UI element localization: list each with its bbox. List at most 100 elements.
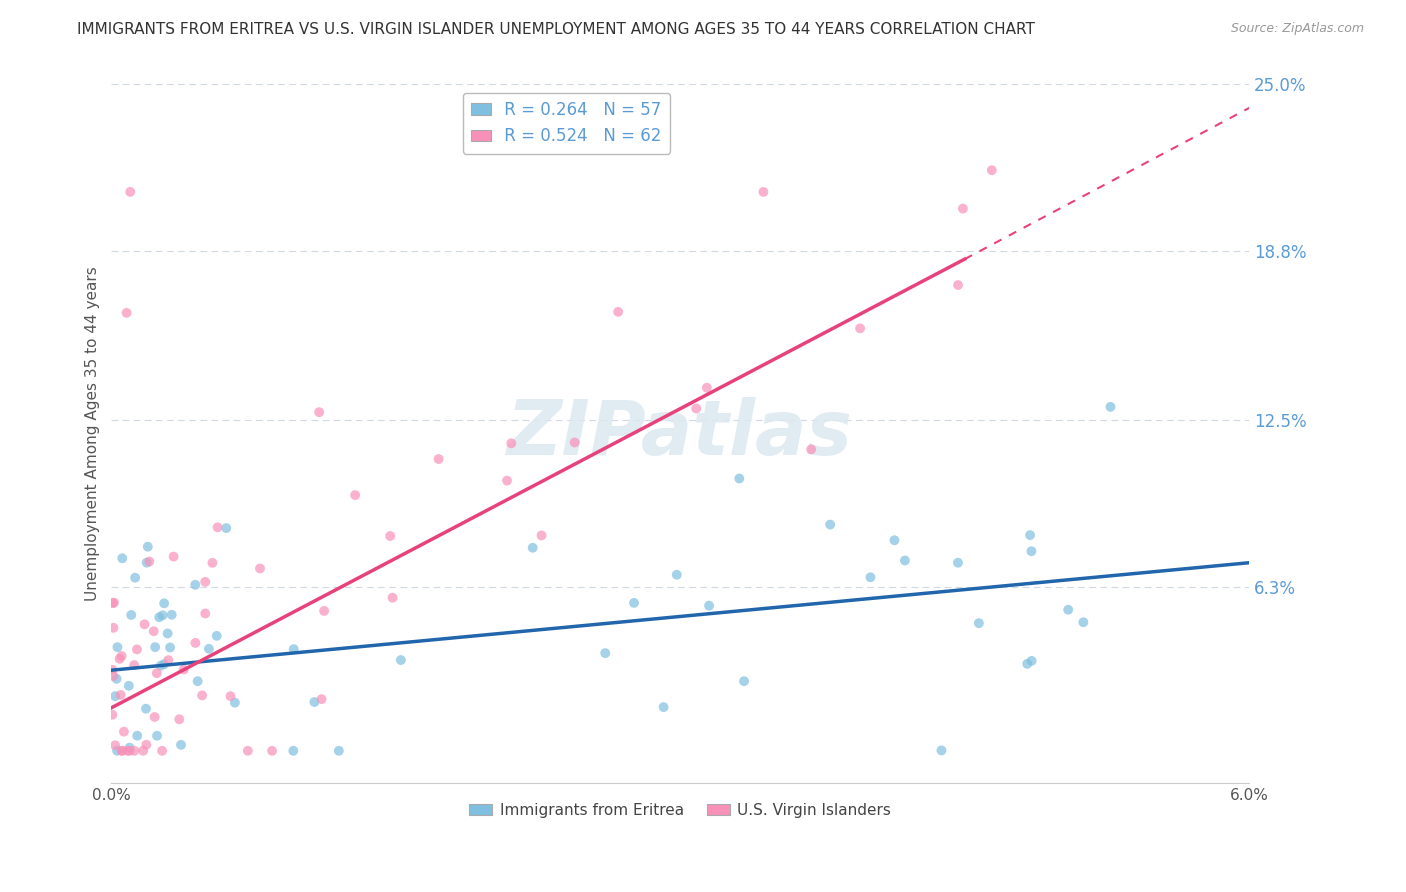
- Point: [148, 610, 170, 624]
- Point: [101, 707, 124, 722]
- Point: [103, 596, 125, 610]
- Point: [1021, 654, 1043, 668]
- Point: [952, 202, 974, 216]
- Point: [894, 553, 917, 567]
- Point: [110, 688, 132, 702]
- Point: [127, 729, 149, 743]
- Point: [104, 739, 127, 753]
- Point: [236, 744, 259, 758]
- Text: ZIPatlas: ZIPatlas: [508, 397, 853, 471]
- Point: [101, 663, 124, 677]
- Point: [115, 306, 138, 320]
- Legend: Immigrants from Eritrea, U.S. Virgin Islanders: Immigrants from Eritrea, U.S. Virgin Isl…: [463, 797, 897, 824]
- Point: [946, 556, 969, 570]
- Point: [733, 674, 755, 689]
- Point: [138, 555, 160, 569]
- Point: [697, 599, 720, 613]
- Point: [112, 724, 135, 739]
- Point: [135, 738, 157, 752]
- Point: [931, 743, 953, 757]
- Point: [150, 744, 173, 758]
- Point: [156, 626, 179, 640]
- Point: [157, 653, 180, 667]
- Point: [194, 574, 217, 589]
- Point: [1021, 544, 1043, 558]
- Point: [818, 517, 841, 532]
- Point: [530, 528, 553, 542]
- Point: [752, 185, 775, 199]
- Point: [205, 629, 228, 643]
- Point: [652, 700, 675, 714]
- Point: [194, 607, 217, 621]
- Point: [173, 663, 195, 677]
- Point: [153, 657, 176, 672]
- Point: [120, 185, 142, 199]
- Point: [135, 702, 157, 716]
- Point: [184, 578, 207, 592]
- Point: [665, 567, 688, 582]
- Point: [153, 596, 176, 610]
- Point: [142, 624, 165, 639]
- Point: [381, 591, 404, 605]
- Point: [685, 401, 707, 416]
- Point: [152, 608, 174, 623]
- Point: [198, 641, 221, 656]
- Point: [101, 596, 124, 610]
- Point: [143, 640, 166, 654]
- Point: [522, 541, 544, 555]
- Point: [262, 744, 284, 758]
- Point: [115, 744, 138, 758]
- Point: [593, 646, 616, 660]
- Point: [132, 744, 155, 758]
- Point: [883, 533, 905, 548]
- Point: [111, 744, 134, 758]
- Point: [980, 163, 1002, 178]
- Point: [162, 549, 184, 564]
- Point: [496, 474, 519, 488]
- Point: [215, 521, 238, 535]
- Point: [187, 674, 209, 689]
- Point: [170, 738, 193, 752]
- Point: [564, 435, 586, 450]
- Point: [124, 571, 146, 585]
- Point: [118, 740, 141, 755]
- Point: [314, 604, 336, 618]
- Point: [219, 689, 242, 703]
- Point: [105, 744, 128, 758]
- Point: [308, 405, 330, 419]
- Point: [124, 744, 146, 758]
- Point: [1073, 615, 1095, 630]
- Point: [143, 710, 166, 724]
- Text: Source: ZipAtlas.com: Source: ZipAtlas.com: [1230, 22, 1364, 36]
- Point: [224, 696, 246, 710]
- Point: [1099, 400, 1122, 414]
- Point: [134, 617, 156, 632]
- Point: [859, 570, 882, 584]
- Point: [800, 442, 823, 457]
- Point: [849, 321, 872, 335]
- Point: [380, 529, 402, 543]
- Point: [120, 607, 142, 622]
- Point: [149, 658, 172, 673]
- Y-axis label: Unemployment Among Ages 35 to 44 years: Unemployment Among Ages 35 to 44 years: [86, 267, 100, 601]
- Point: [201, 556, 224, 570]
- Point: [249, 561, 271, 575]
- Point: [389, 653, 412, 667]
- Point: [283, 642, 305, 657]
- Point: [135, 556, 157, 570]
- Point: [696, 381, 718, 395]
- Point: [104, 689, 127, 703]
- Text: IMMIGRANTS FROM ERITREA VS U.S. VIRGIN ISLANDER UNEMPLOYMENT AMONG AGES 35 TO 44: IMMIGRANTS FROM ERITREA VS U.S. VIRGIN I…: [77, 22, 1035, 37]
- Point: [623, 596, 645, 610]
- Point: [1019, 528, 1042, 542]
- Point: [107, 640, 129, 655]
- Point: [501, 436, 523, 450]
- Point: [146, 666, 169, 681]
- Point: [1017, 657, 1039, 671]
- Point: [125, 642, 148, 657]
- Point: [159, 640, 181, 655]
- Point: [967, 616, 990, 631]
- Point: [304, 695, 326, 709]
- Point: [111, 744, 134, 758]
- Point: [160, 607, 183, 622]
